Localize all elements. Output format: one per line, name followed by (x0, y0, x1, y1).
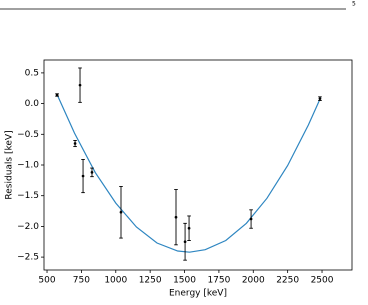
error-bar (90, 167, 94, 178)
error-bar-part (318, 97, 322, 101)
error-bar (183, 222, 187, 261)
x-axis-label: Energy [keV] (169, 289, 227, 299)
y-tick-label: −1.5 (17, 191, 39, 201)
x-tick-label: 2000 (242, 276, 265, 286)
x-tick-label: 1000 (104, 276, 127, 286)
x-tick-label: 2250 (276, 276, 299, 286)
error-bar-part (119, 210, 123, 214)
page-number: 5 (352, 1, 356, 8)
error-bar (81, 159, 85, 194)
error-bar-part (174, 215, 178, 219)
error-bar-part (81, 174, 85, 178)
error-bar-part (78, 83, 82, 87)
error-bar-part (90, 171, 94, 174)
x-tick-label: 1250 (139, 276, 162, 286)
y-tick-label: 0.0 (25, 99, 40, 109)
error-bar (249, 209, 253, 229)
x-tick-label: 2500 (311, 276, 334, 286)
error-bar (318, 96, 322, 101)
fit-curve (56, 94, 322, 253)
error-bar-part (73, 142, 77, 145)
error-bar (55, 93, 59, 97)
y-tick-label: −2.5 (17, 253, 39, 263)
error-bar-part (183, 240, 187, 244)
x-tick-label: 1500 (173, 276, 196, 286)
error-bar (119, 186, 123, 239)
y-tick-label: 0.5 (25, 68, 39, 78)
error-bar-part (55, 93, 59, 97)
error-bar-part (187, 226, 191, 230)
y-axis-label: Residuals [keV] (5, 130, 15, 199)
error-bar-part (249, 217, 253, 221)
x-tick-label: 750 (73, 276, 90, 286)
error-bar (187, 215, 191, 241)
y-tick-label: −0.5 (17, 130, 39, 140)
error-bar (78, 67, 82, 103)
x-tick-label: 1750 (207, 276, 230, 286)
y-tick-label: −1.0 (17, 161, 39, 171)
error-bar (174, 189, 178, 246)
error-bar (73, 139, 77, 148)
x-tick-label: 500 (38, 276, 55, 286)
y-tick-label: −2.0 (17, 222, 39, 232)
plot-frame (43, 59, 353, 271)
